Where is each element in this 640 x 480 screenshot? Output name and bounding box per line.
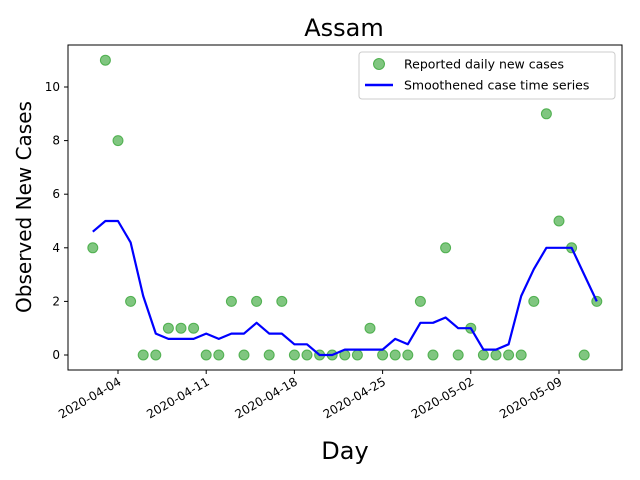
data-point-reported bbox=[364, 322, 376, 334]
x-tick-label: 2020-05-02 bbox=[409, 374, 476, 421]
plot-frame bbox=[67, 44, 623, 371]
data-point-reported bbox=[440, 242, 452, 254]
data-point-reported bbox=[427, 349, 439, 361]
data-point-reported bbox=[540, 108, 552, 120]
data-point-reported bbox=[200, 349, 212, 361]
data-point-reported bbox=[402, 349, 414, 361]
data-point-reported bbox=[389, 349, 401, 361]
data-point-reported bbox=[251, 295, 263, 307]
data-point-reported bbox=[137, 349, 149, 361]
data-point-reported bbox=[99, 54, 111, 66]
series-layer bbox=[87, 54, 603, 361]
data-point-reported bbox=[276, 295, 288, 307]
data-point-reported bbox=[452, 349, 464, 361]
chart-title: Assam bbox=[304, 14, 384, 42]
legend-marker-reported bbox=[373, 58, 385, 70]
data-point-reported bbox=[112, 135, 124, 147]
x-tick-label: 2020-04-04 bbox=[56, 374, 123, 421]
data-point-reported bbox=[553, 215, 565, 227]
data-point-reported bbox=[188, 322, 200, 334]
legend-label-reported: Reported daily new cases bbox=[404, 57, 564, 72]
data-point-reported bbox=[515, 349, 527, 361]
data-point-reported bbox=[351, 349, 363, 361]
x-tick-label: 2020-04-25 bbox=[321, 374, 388, 421]
y-tick-label: 6 bbox=[52, 187, 60, 201]
data-point-reported bbox=[377, 349, 389, 361]
x-tick-label: 2020-04-11 bbox=[144, 374, 211, 421]
x-axis: 2020-04-04 2020-04-11 2020-04-18 2020-04-25… bbox=[56, 370, 565, 421]
legend-box bbox=[358, 51, 616, 100]
data-point-reported bbox=[162, 322, 174, 334]
y-tick-label: 2 bbox=[52, 294, 60, 308]
y-tick-label: 8 bbox=[52, 134, 60, 148]
data-point-reported bbox=[175, 322, 187, 334]
data-point-reported bbox=[477, 349, 489, 361]
data-point-reported bbox=[414, 295, 426, 307]
plot-area bbox=[67, 44, 623, 371]
data-point-reported bbox=[503, 349, 515, 361]
data-point-reported bbox=[288, 349, 300, 361]
y-axis-label: Observed New Cases bbox=[12, 101, 36, 313]
data-point-reported bbox=[238, 349, 250, 361]
legend-label-smoothened: Smoothened case time series bbox=[404, 78, 589, 93]
x-tick-label: 2020-05-09 bbox=[497, 374, 564, 421]
data-point-reported bbox=[301, 349, 313, 361]
data-point-reported bbox=[263, 349, 275, 361]
legend: Reported daily new cases Smoothened case… bbox=[358, 51, 616, 100]
data-point-reported bbox=[150, 349, 162, 361]
data-point-reported bbox=[213, 349, 225, 361]
x-tick-label: 2020-04-18 bbox=[232, 374, 299, 421]
y-tick-label: 0 bbox=[52, 348, 60, 362]
data-point-reported bbox=[225, 295, 237, 307]
data-point-reported bbox=[528, 295, 540, 307]
data-point-reported bbox=[578, 349, 590, 361]
x-axis-label: Day bbox=[321, 437, 368, 465]
data-point-reported bbox=[490, 349, 502, 361]
series-line-smoothened bbox=[92, 219, 598, 357]
y-axis: 0 2 4 6 8 10 bbox=[45, 80, 68, 362]
data-point-reported bbox=[125, 295, 137, 307]
data-point-reported bbox=[87, 242, 99, 254]
y-tick-label: 10 bbox=[45, 80, 60, 94]
y-tick-label: 4 bbox=[52, 241, 60, 255]
